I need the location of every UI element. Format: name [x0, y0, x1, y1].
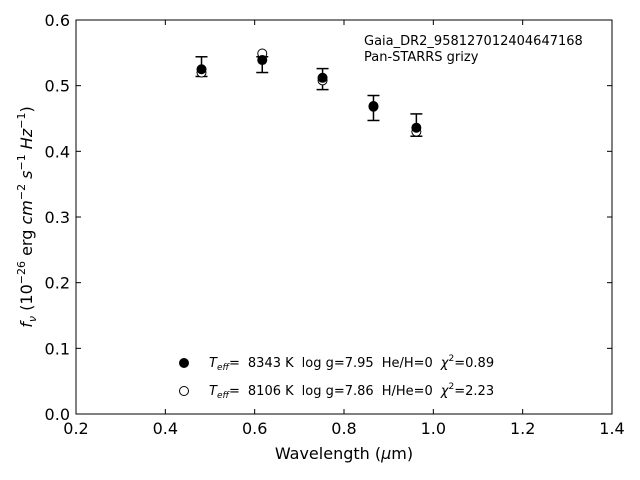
- y-tick-label: 0.3: [45, 208, 70, 227]
- y-tick-label: 0.6: [45, 11, 70, 30]
- star-name-annotation: Gaia_DR2_958127012404647168: [364, 34, 583, 49]
- y-tick-label: 0.5: [45, 77, 70, 96]
- y-tick-label: 0.0: [45, 405, 70, 424]
- observed-errorbars: [195, 56, 423, 137]
- x-tick-label: 0.2: [63, 419, 88, 438]
- model-point-filled: [196, 64, 207, 75]
- model-point-filled: [411, 122, 422, 133]
- y-tick-label: 0.1: [45, 339, 70, 358]
- model-points: [196, 48, 422, 137]
- model-point-filled: [317, 72, 328, 83]
- x-axis-label: Wavelength (μm): [275, 444, 413, 463]
- x-tick-label: 0.6: [242, 419, 267, 438]
- y-axis-label: fν (10−26 erg cm−2 s−1 Hz−1): [15, 106, 39, 327]
- x-axis: 0.2 0.4 0.6 0.8 1.0 1.2 1.4: [63, 20, 625, 438]
- x-tick-label: 0.8: [331, 419, 356, 438]
- legend-marker-open: [179, 386, 189, 396]
- plot-frame: [75, 19, 613, 415]
- model-point-filled: [257, 55, 268, 66]
- legend-marker-filled: [179, 358, 189, 368]
- photometry-annotation: Pan-STARRS grizy: [364, 50, 479, 65]
- model-point-filled: [368, 101, 379, 112]
- y-tick-label: 0.4: [45, 142, 70, 161]
- y-axis: 0.0 0.1 0.2 0.3 0.4 0.5 0.6: [45, 11, 612, 424]
- x-tick-label: 1.2: [510, 419, 535, 438]
- y-tick-label: 0.2: [45, 274, 70, 293]
- x-tick-label: 1.0: [421, 419, 446, 438]
- x-tick-label: 1.4: [599, 419, 624, 438]
- x-tick-label: 0.4: [153, 419, 178, 438]
